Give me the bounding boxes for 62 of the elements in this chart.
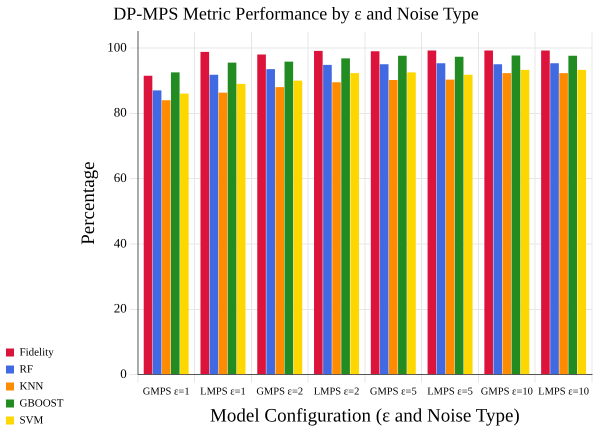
bar	[152, 90, 162, 374]
bar	[568, 56, 578, 374]
bar	[200, 52, 210, 374]
y-tick-label: 100	[107, 39, 127, 54]
bar	[502, 73, 512, 374]
bar	[180, 94, 189, 374]
bar	[541, 50, 550, 374]
legend-label: GBOOST	[20, 397, 64, 410]
y-tick-label: 40	[114, 235, 127, 250]
bar	[314, 50, 323, 374]
bar	[436, 63, 446, 374]
bar	[454, 56, 464, 374]
y-tick-label: 20	[114, 300, 127, 316]
legend-label: SVM	[20, 414, 44, 426]
bar	[144, 76, 152, 374]
bar	[520, 70, 530, 374]
bar	[162, 100, 171, 374]
bar	[210, 74, 218, 374]
bar	[484, 50, 493, 374]
bar	[388, 80, 398, 374]
y-tick-label: 60	[114, 170, 127, 186]
bar	[170, 72, 180, 374]
y-tick-label: 0	[120, 366, 127, 382]
x-tick-label: GMPS ε=10	[480, 386, 533, 398]
bar	[512, 55, 520, 374]
bar	[446, 80, 454, 374]
y-axis-title: Percentage	[78, 161, 99, 245]
bar	[266, 69, 275, 374]
x-tick-label: LMPS ε=5	[427, 386, 473, 398]
x-tick-label: GMPS ε=5	[370, 386, 417, 398]
y-tick-label: 80	[114, 104, 127, 120]
x-tick-label: LMPS ε=10	[538, 386, 590, 398]
bar	[407, 72, 416, 374]
bar	[559, 73, 568, 374]
bar	[398, 56, 407, 374]
legend-label: Fidelity	[20, 346, 54, 358]
bar	[577, 70, 586, 374]
bar	[380, 64, 389, 374]
bar	[275, 87, 284, 374]
bar	[493, 64, 502, 374]
bar	[236, 84, 246, 374]
x-tick-label: LMPS ε=1	[200, 386, 246, 398]
x-tick-label: GMPS ε=1	[142, 386, 190, 398]
x-tick-label: LMPS ε=2	[314, 386, 360, 398]
x-axis-title: Model Configuration (ε and Noise Type)	[210, 406, 520, 427]
legend-label: KNN	[20, 380, 44, 392]
bar	[294, 80, 302, 374]
bar	[228, 62, 236, 374]
bar	[350, 73, 359, 374]
bar	[257, 54, 266, 374]
bar	[218, 92, 228, 374]
bar	[464, 74, 473, 374]
bar	[284, 62, 294, 374]
chart-title: DP-MPS Metric Performance by ε and Noise Type	[113, 4, 479, 24]
x-tick-label: GMPS ε=2	[256, 386, 304, 398]
bar	[550, 63, 559, 374]
legend-label: RF	[20, 363, 33, 376]
bar	[428, 50, 436, 374]
bar	[332, 82, 341, 374]
bar	[341, 58, 350, 374]
bar	[323, 64, 332, 374]
bar	[370, 51, 380, 374]
